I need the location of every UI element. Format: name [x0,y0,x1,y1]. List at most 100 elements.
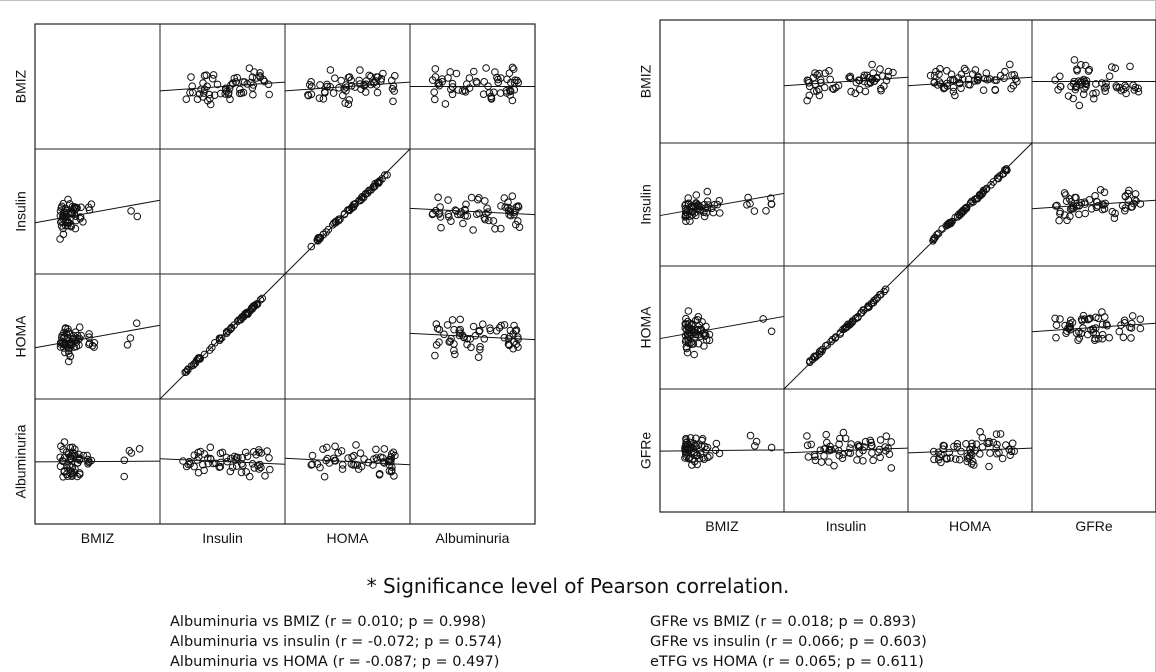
data-point [507,211,515,220]
data-point [843,322,851,331]
data-point [1110,214,1119,222]
data-point [480,214,489,222]
data-point [1084,67,1093,75]
data-point [876,290,884,299]
data-point [233,73,241,82]
data-point [249,90,257,99]
data-point [1136,315,1145,324]
scatter-cell-bmiz-vs-homa [907,60,1033,100]
data-point [705,336,714,345]
data-point [340,85,348,93]
data-point [865,303,873,311]
data-point [681,213,690,221]
data-point [1051,314,1059,323]
data-point [681,444,689,453]
data-point [1066,316,1075,325]
data-point [200,89,208,97]
data-point [356,80,364,88]
data-point [1103,321,1111,330]
data-point [986,449,994,457]
data-point [376,177,384,185]
data-point [1091,192,1099,200]
data-point [1098,79,1106,87]
data-point [767,200,776,208]
data-point [694,313,703,321]
data-point [304,91,312,99]
data-point [692,191,701,199]
data-point [1078,77,1086,85]
data-point [889,68,897,77]
data-point [1132,197,1140,205]
data-point [314,237,322,245]
scatter-cell-homa-vs-insulin [783,265,909,390]
data-point [248,460,257,468]
data-point [187,73,195,81]
data-point [508,63,517,72]
data-point [938,225,946,233]
data-point [882,432,891,441]
data-point [983,439,992,448]
data-point [458,87,467,95]
data-point [686,217,694,225]
data-point [1070,77,1078,86]
data-point [480,78,489,86]
data-point [494,78,503,87]
data-point [344,100,353,108]
data-point [877,84,885,93]
data-point [70,210,79,218]
data-point [976,450,984,458]
data-point [437,223,445,232]
data-point [1118,201,1127,210]
data-point [696,202,704,211]
data-point [991,76,999,84]
data-point [217,334,226,342]
data-point [448,83,457,91]
data-point [365,71,374,80]
data-point [228,463,237,472]
fit-line [1031,322,1156,333]
scatter-cell-albuminuria-vs-insulin [159,443,286,481]
data-point [715,196,724,205]
data-point [56,207,65,215]
data-point [342,81,350,89]
fit-line [284,81,411,92]
data-point [985,462,993,471]
data-point [391,72,399,80]
data-point [372,73,381,81]
data-point [681,454,689,462]
data-point [71,336,80,344]
data-point [203,96,212,105]
scatter-matrix-2: BMIZ BMIZ Insulin Insulin HOMA HOMA GFRe GFRe [638,19,1156,534]
data-point [992,430,1001,439]
data-point [179,457,187,465]
data-point [356,66,364,74]
data-point [84,455,92,464]
data-point [206,94,214,103]
data-point [194,355,202,363]
data-point [1056,209,1064,218]
data-point [364,458,373,467]
data-point [963,452,972,460]
data-point [239,88,248,97]
data-point [514,202,523,210]
data-point [197,85,205,94]
data-point [57,338,66,346]
data-point [344,454,352,462]
data-point [221,90,229,98]
data-point [686,442,695,451]
data-point [1056,72,1064,81]
data-point [504,340,513,349]
data-point [469,322,478,331]
data-point [253,300,262,308]
data-point [266,465,274,474]
data-point [1130,86,1139,94]
data-point [73,331,82,340]
data-point [709,208,718,217]
data-point [496,89,505,97]
y-axis-label: GFRe [638,432,654,470]
data-point [1100,313,1109,321]
data-point [200,466,208,475]
data-point [803,96,811,105]
data-point [120,472,128,481]
data-point [227,323,236,332]
